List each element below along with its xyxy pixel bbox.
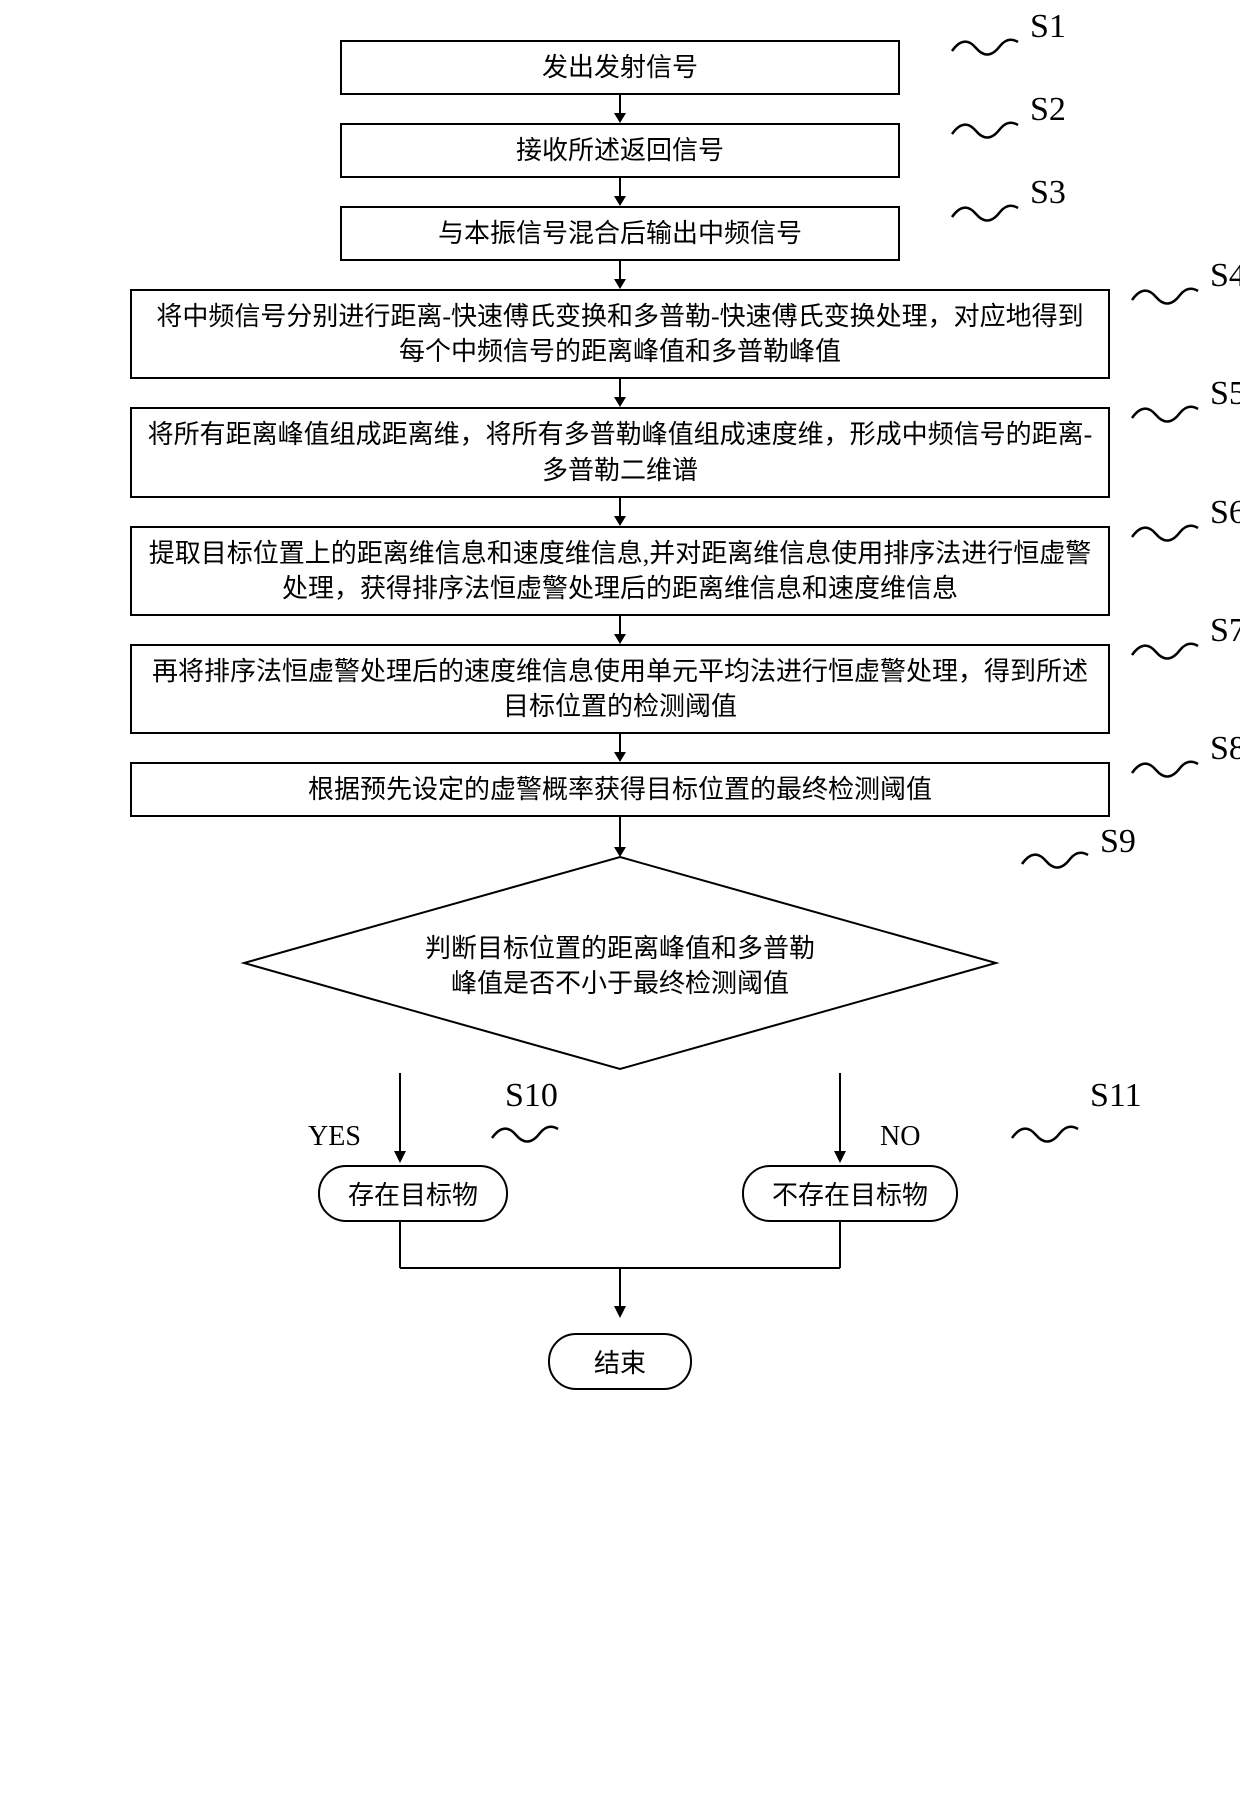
- branch-connectors: [70, 1073, 1170, 1333]
- step-row-s2: 接收所述返回信号S2: [130, 123, 1110, 178]
- squiggle-s1: [950, 26, 1020, 66]
- step-label-s7: S7: [1210, 612, 1240, 650]
- yes-label: YES: [308, 1121, 361, 1153]
- step-label-s2: S2: [1030, 91, 1066, 129]
- step-text-s1: 发出发射信号: [542, 50, 698, 85]
- step-box-s1: 发出发射信号: [340, 40, 900, 95]
- no-label: NO: [880, 1121, 920, 1153]
- step-row-s5: 将所有距离峰值组成距离维，将所有多普勒峰值组成速度维，形成中频信号的距离-多普勒…: [130, 407, 1110, 497]
- arrow-s3: [130, 261, 1110, 289]
- label-s10: S10: [505, 1077, 558, 1115]
- squiggle-s11: [1010, 1113, 1080, 1153]
- step-row-s1: 发出发射信号S1: [130, 40, 1110, 95]
- step-row-s7: 再将排序法恒虚警处理后的速度维信息使用单元平均法进行恒虚警处理，得到所述目标位置…: [130, 644, 1110, 734]
- arrow-to-decision: [610, 817, 630, 857]
- squiggle-s8: [1130, 748, 1200, 788]
- step-label-s4: S4: [1210, 257, 1240, 295]
- squiggle-s5: [1130, 393, 1200, 433]
- step-text-s4: 将中频信号分别进行距离-快速傅氏变换和多普勒-快速傅氏变换处理，对应地得到每个中…: [144, 299, 1096, 369]
- step-text-s7: 再将排序法恒虚警处理后的速度维信息使用单元平均法进行恒虚警处理，得到所述目标位置…: [144, 654, 1096, 724]
- step-text-s8: 根据预先设定的虚警概率获得目标位置的最终检测阈值: [308, 772, 932, 807]
- squiggle-s2: [950, 109, 1020, 149]
- step-label-s6: S6: [1210, 494, 1240, 532]
- step-label-s5: S5: [1210, 375, 1240, 413]
- step-text-s3: 与本振信号混合后输出中频信号: [438, 216, 802, 251]
- step-text-s5: 将所有距离峰值组成距离维，将所有多普勒峰值组成速度维，形成中频信号的距离-多普勒…: [144, 417, 1096, 487]
- step-text-s2: 接收所述返回信号: [516, 133, 724, 168]
- branch-area: YES S10 存在目标物 NO S11 不存在目标物: [70, 1073, 1170, 1333]
- step-row-s8: 根据预先设定的虚警概率获得目标位置的最终检测阈值S8: [130, 762, 1110, 817]
- squiggle-s9: [1020, 839, 1090, 879]
- decision-line2: 峰值是否不小于最终检测阈值: [451, 969, 789, 998]
- step-row-s6: 提取目标位置上的距离维信息和速度维信息,并对距离维信息使用排序法进行恒虚警处理，…: [130, 526, 1110, 616]
- squiggle-s4: [1130, 275, 1200, 315]
- step-row-s3: 与本振信号混合后输出中频信号S3: [130, 206, 1110, 261]
- squiggle-s7: [1130, 630, 1200, 670]
- step-label-s8: S8: [1210, 730, 1240, 768]
- arrow-s4: [130, 379, 1110, 407]
- result-no-box: 不存在目标物: [742, 1165, 958, 1222]
- decision-diamond: 判断目标位置的距离峰值和多普勒 峰值是否不小于最终检测阈值: [240, 853, 1000, 1073]
- step-box-s8: 根据预先设定的虚警概率获得目标位置的最终检测阈值: [130, 762, 1110, 817]
- label-s11: S11: [1090, 1077, 1142, 1115]
- step-text-s6: 提取目标位置上的距离维信息和速度维信息,并对距离维信息使用排序法进行恒虚警处理，…: [144, 536, 1096, 606]
- step-label-s3: S3: [1030, 174, 1066, 212]
- arrow-s7: [130, 734, 1110, 762]
- result-no-text: 不存在目标物: [772, 1181, 928, 1210]
- squiggle-s3: [950, 192, 1020, 232]
- decision-text: 判断目标位置的距离峰值和多普勒 峰值是否不小于最终检测阈值: [240, 931, 1000, 1001]
- decision-row: 判断目标位置的距离峰值和多普勒 峰值是否不小于最终检测阈值 S9: [30, 857, 1210, 1073]
- decision-line1: 判断目标位置的距离峰值和多普勒: [425, 934, 815, 963]
- step-label-s1: S1: [1030, 8, 1066, 46]
- squiggle-s10: [490, 1113, 560, 1153]
- result-yes-text: 存在目标物: [348, 1181, 478, 1210]
- end-text: 结束: [594, 1349, 646, 1378]
- step-box-s6: 提取目标位置上的距离维信息和速度维信息,并对距离维信息使用排序法进行恒虚警处理，…: [130, 526, 1110, 616]
- step-box-s5: 将所有距离峰值组成距离维，将所有多普勒峰值组成速度维，形成中频信号的距离-多普勒…: [130, 407, 1110, 497]
- flowchart-root: 发出发射信号S1接收所述返回信号S2与本振信号混合后输出中频信号S3将中频信号分…: [30, 40, 1210, 1390]
- step-box-s4: 将中频信号分别进行距离-快速傅氏变换和多普勒-快速傅氏变换处理，对应地得到每个中…: [130, 289, 1110, 379]
- step-box-s2: 接收所述返回信号: [340, 123, 900, 178]
- arrow-s6: [130, 616, 1110, 644]
- arrow-s5: [130, 498, 1110, 526]
- end-box: 结束: [548, 1333, 692, 1390]
- step-box-s7: 再将排序法恒虚警处理后的速度维信息使用单元平均法进行恒虚警处理，得到所述目标位置…: [130, 644, 1110, 734]
- step-box-s3: 与本振信号混合后输出中频信号: [340, 206, 900, 261]
- result-yes-box: 存在目标物: [318, 1165, 508, 1222]
- squiggle-s6: [1130, 512, 1200, 552]
- step-row-s4: 将中频信号分别进行距离-快速傅氏变换和多普勒-快速傅氏变换处理，对应地得到每个中…: [130, 289, 1110, 379]
- label-s9: S9: [1100, 823, 1136, 861]
